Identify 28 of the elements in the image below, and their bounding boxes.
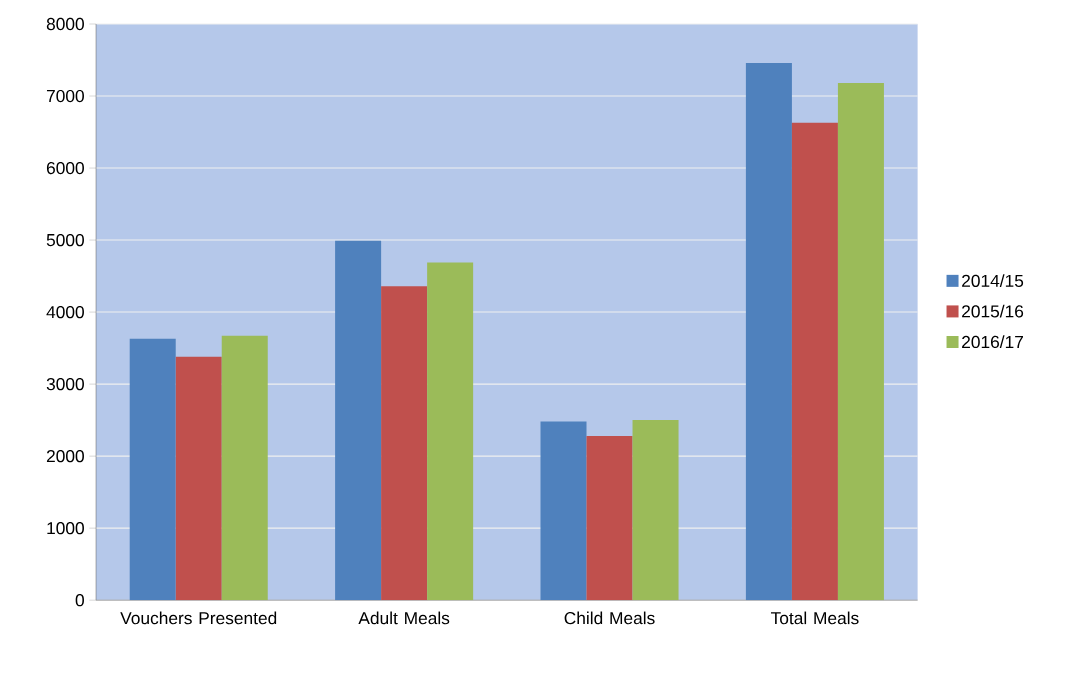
bar (381, 286, 428, 601)
y-tick-label: 3000 (46, 378, 84, 391)
x-tick-label: Total Meals (770, 611, 859, 625)
y-tick-label: 7000 (46, 90, 84, 103)
y-tick-label: 4000 (46, 306, 84, 319)
x-tick-label: Adult Meals (358, 611, 450, 625)
bar (221, 336, 268, 601)
bar (335, 241, 382, 601)
bar (837, 83, 884, 601)
y-tick-label: 5000 (46, 234, 84, 247)
bar (586, 436, 633, 601)
x-tick-label: Child Meals (564, 611, 655, 625)
y-tick-label: 6000 (46, 162, 84, 175)
legend-label: 2014/15 (962, 274, 1024, 288)
y-tick-label: 8000 (46, 18, 84, 31)
bar (745, 63, 792, 601)
bar (791, 122, 838, 601)
legend-label: 2016/17 (962, 335, 1023, 349)
bar (427, 262, 474, 601)
bar (175, 356, 222, 601)
y-tick-label: 1000 (47, 522, 84, 535)
bar (129, 338, 176, 601)
y-tick-label: 2000 (46, 450, 84, 463)
y-tick-label: 0 (75, 594, 84, 607)
legend-label: 2015/16 (962, 305, 1024, 318)
bar (632, 420, 679, 601)
x-tick-label: Vouchers Presented (120, 611, 277, 625)
bar (540, 421, 587, 601)
